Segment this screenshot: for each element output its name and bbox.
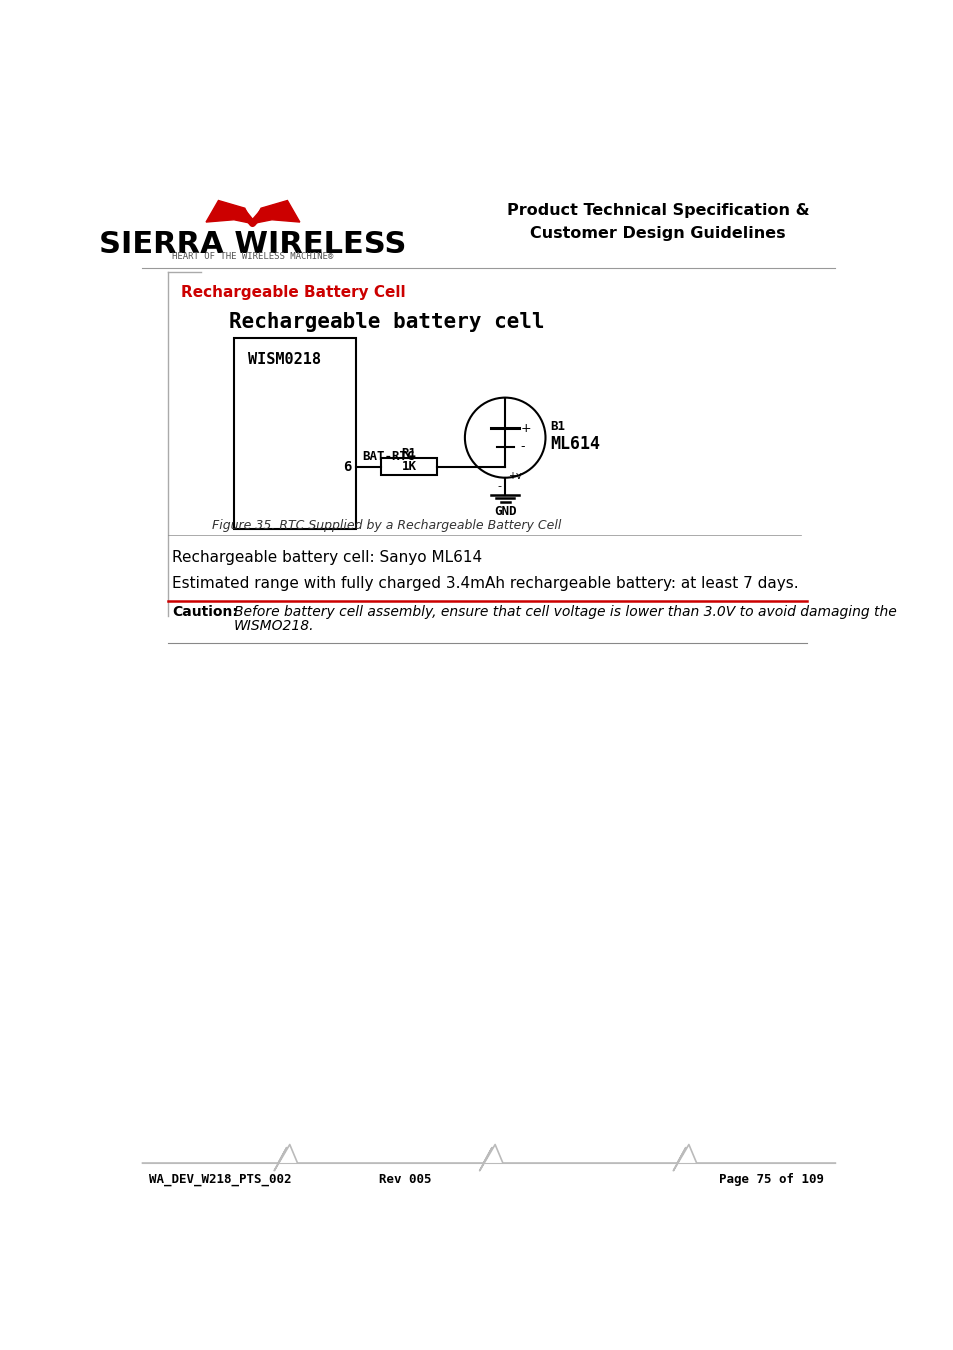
Polygon shape (253, 201, 299, 224)
Text: Before battery cell assembly, ensure that cell voltage is lower than 3.0V to avo: Before battery cell assembly, ensure tha… (233, 605, 896, 618)
Text: Page 75 of 109: Page 75 of 109 (719, 1173, 823, 1187)
Text: Rechargeable Battery Cell: Rechargeable Battery Cell (181, 285, 405, 301)
Text: R1: R1 (401, 447, 416, 460)
Text: BAT-RTC: BAT-RTC (362, 451, 415, 463)
Text: GND: GND (494, 505, 516, 518)
Text: 6: 6 (343, 460, 352, 474)
Text: B1: B1 (550, 420, 564, 433)
Text: 1K: 1K (401, 460, 416, 474)
Text: -: - (520, 440, 525, 454)
Text: WA_DEV_W218_PTS_002: WA_DEV_W218_PTS_002 (149, 1173, 291, 1187)
Text: +v: +v (508, 471, 521, 481)
Text: Figure 35. RTC Supplied by a Rechargeable Battery Cell: Figure 35. RTC Supplied by a Rechargeabl… (212, 518, 560, 532)
Bar (233, 338, 356, 528)
Circle shape (464, 398, 545, 478)
Text: HEART OF THE WIRELESS MACHINE®: HEART OF THE WIRELESS MACHINE® (172, 252, 333, 261)
Text: +: + (520, 423, 531, 435)
Text: Rechargeable battery cell: Rechargeable battery cell (229, 312, 544, 332)
Text: Product Technical Specification &
Customer Design Guidelines: Product Technical Specification & Custom… (506, 204, 808, 240)
Bar (381, 459, 436, 475)
Text: ML614: ML614 (550, 435, 599, 452)
Text: SIERRA WIRELESS: SIERRA WIRELESS (99, 230, 406, 259)
Text: -: - (497, 482, 500, 491)
Text: WISMO218.: WISMO218. (233, 618, 314, 633)
Text: Estimated range with fully charged 3.4mAh rechargeable battery: at least 7 days.: Estimated range with fully charged 3.4mA… (172, 576, 798, 591)
Polygon shape (206, 201, 253, 224)
Text: Rechargeable battery cell: Sanyo ML614: Rechargeable battery cell: Sanyo ML614 (172, 551, 481, 566)
Text: WISM0218: WISM0218 (248, 351, 320, 367)
Text: Caution:: Caution: (172, 605, 237, 618)
Text: Rev 005: Rev 005 (378, 1173, 431, 1187)
